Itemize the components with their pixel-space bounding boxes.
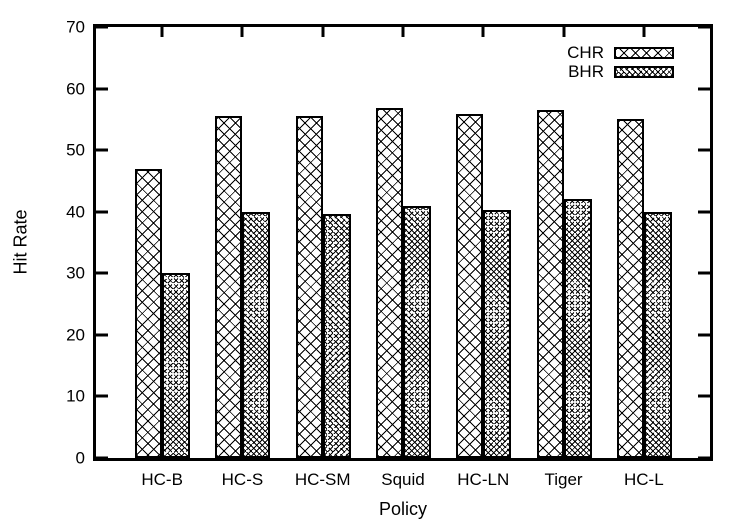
x-tick-label-HC-L: HC-L: [623, 470, 664, 489]
bar-BHR-HC-S: [242, 211, 271, 458]
bar-CHR-Tiger: [536, 110, 564, 458]
y-tick-label: 60: [66, 79, 85, 99]
y-axis-tick-labels: 0 10 20 30 40 50 60 70: [0, 19, 85, 467]
y-tick-label: 50: [66, 140, 85, 160]
y-tick-label: 70: [66, 17, 85, 37]
bar-BHR-HC-B: [162, 273, 191, 458]
x-tick-mark-top: [642, 27, 646, 37]
bar-BHR-Squid: [403, 206, 431, 458]
y-tick-mark-right: [698, 456, 710, 460]
legend: CHR BHR: [567, 43, 674, 83]
bar-BHR-HC-L: [643, 212, 672, 458]
y-tick-mark-right: [698, 25, 710, 29]
plot-area: CHR BHR: [93, 24, 713, 461]
x-axis-title: Policy: [378, 499, 427, 519]
legend-label-BHR: BHR: [568, 62, 604, 81]
bar-CHR-HC-SM: [295, 116, 323, 458]
x-tick-label-Tiger: Tiger: [544, 470, 583, 489]
bar-CHR-Squid: [376, 107, 403, 458]
x-tick-label-Squid: Squid: [381, 470, 425, 489]
x-tick-mark-top: [401, 27, 405, 37]
bar-CHR-HC-L: [616, 119, 644, 458]
x-tick-mark-top: [562, 27, 566, 37]
x-tick-label-HC-SM: HC-SM: [294, 470, 351, 489]
legend-swatch-BHR: [614, 66, 674, 78]
bar-region: [122, 27, 684, 458]
x-tick-label-HC-S: HC-S: [221, 470, 264, 489]
bar-BHR-HC-LN: [483, 209, 512, 458]
legend-swatch-CHR: [614, 47, 674, 59]
x-tick-mark-top: [321, 27, 325, 37]
y-tick-mark-right: [698, 333, 710, 337]
y-tick-label: 20: [66, 325, 85, 345]
y-tick-mark-right: [698, 210, 710, 214]
bar-BHR-Tiger: [563, 199, 592, 458]
bar-CHR-HC-LN: [456, 114, 484, 458]
y-tick-label: 10: [66, 386, 85, 406]
y-tick-mark-left: [96, 333, 108, 337]
x-tick-mark-top: [481, 27, 485, 37]
y-tick-mark-right: [698, 148, 710, 152]
bar-CHR-HC-S: [215, 116, 243, 458]
legend-row-BHR: BHR: [567, 62, 674, 81]
y-tick-mark-left: [96, 456, 108, 460]
y-tick-mark-left: [96, 25, 108, 29]
x-axis-tick-labels: HC-B HC-S HC-SM Squid HC-LN Tiger HC-L: [122, 470, 684, 490]
legend-label-CHR: CHR: [567, 43, 604, 62]
legend-row-CHR: CHR: [567, 43, 674, 62]
x-tick-mark-top: [240, 27, 244, 37]
y-tick-label: 0: [75, 448, 85, 468]
y-tick-mark-left: [96, 210, 108, 214]
y-tick-mark-right: [698, 87, 710, 91]
y-tick-mark-right: [698, 394, 710, 398]
x-tick-label-HC-LN: HC-LN: [457, 470, 510, 489]
y-tick-mark-left: [96, 87, 108, 91]
y-tick-mark-right: [698, 271, 710, 275]
y-tick-mark-left: [96, 148, 108, 152]
y-tick-mark-left: [96, 394, 108, 398]
x-tick-label-HC-B: HC-B: [141, 470, 183, 489]
bar-CHR-HC-B: [135, 169, 163, 458]
y-tick-label: 40: [66, 202, 85, 222]
bar-BHR-HC-SM: [322, 213, 351, 458]
x-tick-mark-top: [160, 27, 164, 37]
y-tick-mark-left: [96, 271, 108, 275]
y-tick-label: 30: [66, 263, 85, 283]
